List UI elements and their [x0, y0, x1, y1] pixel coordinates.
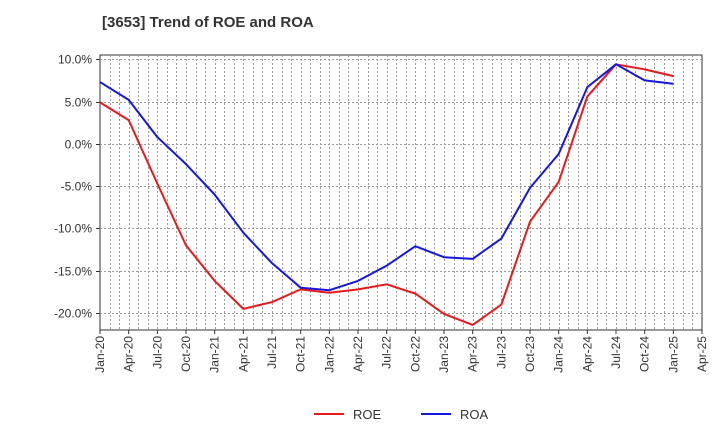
x-tick-label: Jan-20: [93, 336, 107, 373]
x-tick-label: Jan-24: [552, 336, 566, 373]
legend-label-roa: ROA: [460, 407, 489, 422]
x-tick-label: Apr-20: [122, 336, 136, 372]
series-line-roe: [99, 63, 674, 326]
legend-label-roe: ROE: [353, 407, 382, 422]
x-tick-label: Oct-21: [294, 336, 308, 372]
x-tick-label: Oct-23: [523, 336, 537, 372]
y-tick-label: 5.0%: [65, 96, 93, 110]
plot-area: [99, 54, 703, 331]
x-tick-label: Jul-23: [494, 336, 508, 369]
x-tick-label: Jul-22: [380, 336, 394, 369]
y-tick-label: -10.0%: [54, 222, 92, 236]
y-tick-label: 0.0%: [65, 138, 93, 152]
x-tick-label: Jan-22: [322, 336, 336, 373]
chart-title: [3653] Trend of ROE and ROA: [102, 14, 314, 31]
x-tick-label: Apr-24: [580, 336, 594, 372]
y-tick-label: -20.0%: [54, 307, 92, 321]
x-tick-label: Jan-23: [437, 336, 451, 373]
x-tick-label: Apr-23: [466, 336, 480, 372]
y-tick-label: -5.0%: [61, 180, 93, 194]
x-tick-label: Apr-22: [351, 336, 365, 372]
x-tick-label: Jul-21: [265, 336, 279, 369]
x-tick-label: Oct-24: [638, 336, 652, 372]
x-tick-label: Jan-21: [208, 336, 222, 373]
x-tick-label: Jan-25: [666, 336, 680, 373]
x-tick-label: Apr-25: [695, 336, 709, 372]
y-tick-label: -15.0%: [54, 265, 92, 279]
x-tick-label: Oct-20: [179, 336, 193, 372]
x-tick-label: Jul-24: [609, 336, 623, 369]
series-line-roa: [99, 63, 674, 292]
x-tick-label: Jul-20: [150, 336, 164, 369]
x-tick-label: Oct-22: [408, 336, 422, 372]
x-tick-label: Apr-21: [236, 336, 250, 372]
y-tick-label: 10.0%: [58, 53, 92, 67]
